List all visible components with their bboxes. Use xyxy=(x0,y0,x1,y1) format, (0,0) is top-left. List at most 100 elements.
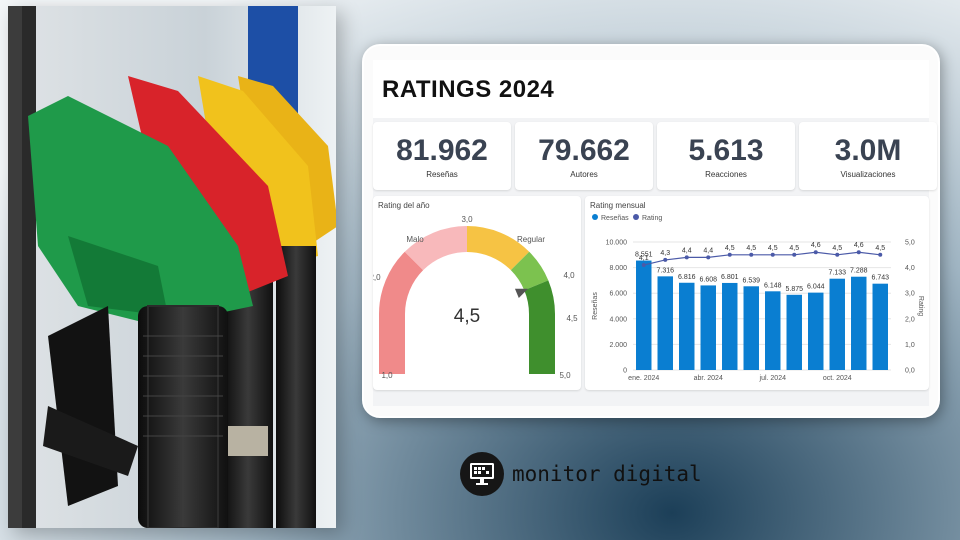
gauge-band-45-5 xyxy=(524,280,555,314)
bar xyxy=(851,276,867,370)
gauge-tick-label: 4,5 xyxy=(566,314,578,323)
kpi-value: 3.0M xyxy=(834,134,902,167)
y-tick-label: 10.000 xyxy=(606,240,628,247)
kpi-label: Reseñas xyxy=(426,170,458,179)
kpi-card-resenas: 81.962 Reseñas xyxy=(373,122,511,190)
rating-point xyxy=(663,257,668,262)
bar xyxy=(743,286,759,370)
bar xyxy=(657,276,673,370)
legend-marker-resenas xyxy=(592,214,598,220)
bar-data-label: 8.551 xyxy=(635,252,653,259)
gauge-panel: Rating del año 4,5 1,0 2,0 3,0 4,0 4,5 5,0 Malo… xyxy=(373,196,581,390)
rating-data-label: 4,1 xyxy=(639,255,649,262)
bar xyxy=(722,282,738,370)
kpi-card-reacciones: 5.613 Reacciones xyxy=(657,122,795,190)
kpi-card-visualizaciones: 3.0M Visualizaciones xyxy=(799,122,937,190)
kpi-label: Visualizaciones xyxy=(840,170,896,179)
kpi-label: Autores xyxy=(570,170,598,179)
y2-tick-label: 2,0 xyxy=(905,316,915,323)
gauge-band-label: Regular xyxy=(517,235,545,244)
bar xyxy=(786,294,802,370)
brand-name: monitor digital xyxy=(512,462,702,486)
rating-point xyxy=(835,252,840,257)
gauge-tick-label: 4,0 xyxy=(563,271,575,280)
gauge-value: 4,5 xyxy=(454,306,480,327)
legend-label: Rating xyxy=(642,215,662,222)
rating-point xyxy=(856,250,861,255)
dashboard-title: RATINGS 2024 xyxy=(382,76,555,103)
rating-point xyxy=(770,252,775,257)
rating-data-label: 4,4 xyxy=(703,247,713,254)
monthly-rating-chart: Reseñas Rating 0 2.000 4.000 6.000 8.000 10.000… xyxy=(592,214,924,382)
y2-tick-label: 5,0 xyxy=(905,240,915,247)
rating-data-label: 4,5 xyxy=(875,245,885,252)
rating-data-label: 4,5 xyxy=(768,245,778,252)
bar-data-label: 5.875 xyxy=(785,286,803,293)
rating-data-label: 4,5 xyxy=(832,245,842,252)
bar-data-label: 6.743 xyxy=(871,275,889,282)
kpi-value: 81.962 xyxy=(396,134,488,167)
y2-tick-label: 4,0 xyxy=(905,265,915,272)
rating-line xyxy=(643,251,881,266)
bar-data-label: 7.288 xyxy=(850,268,868,275)
bar xyxy=(636,260,652,370)
gauge-band-1-2 xyxy=(379,251,424,314)
rating-data-label: 4,3 xyxy=(660,250,670,257)
bar-data-label: 6.539 xyxy=(742,277,760,284)
bar-data-label: 6.148 xyxy=(764,282,782,289)
gauge-tick-label: 1,0 xyxy=(381,371,393,380)
rating-data-label: 4,5 xyxy=(725,245,735,252)
kpi-value: 5.613 xyxy=(688,134,764,167)
bar-data-label: 6.608 xyxy=(699,276,717,283)
bar-data-label: 6.816 xyxy=(678,274,696,281)
rating-data-label: 4,5 xyxy=(789,245,799,252)
x-tick-label: oct. 2024 xyxy=(823,375,852,382)
gauge-band-high-extension xyxy=(529,314,555,374)
bar xyxy=(700,285,716,370)
bar-data-label: 7.133 xyxy=(828,270,846,277)
rating-data-label: 4,6 xyxy=(811,242,821,249)
monthly-rating-panel: Rating mensual Reseñas Rating 0 2.000 4.000 6… xyxy=(585,196,929,390)
rating-point xyxy=(878,252,883,257)
gauge-band-label: Malo xyxy=(406,235,424,244)
kpi-value: 79.662 xyxy=(538,134,630,167)
gauge-pointer xyxy=(514,288,528,298)
x-tick-label: ene. 2024 xyxy=(628,375,659,382)
y-tick-label: 2.000 xyxy=(609,342,627,349)
gauge-title: Rating del año xyxy=(378,201,430,210)
rating-point xyxy=(749,252,754,257)
gauge-tick-label: 5,0 xyxy=(559,371,571,380)
y-tick-label: 4.000 xyxy=(609,316,627,323)
gauge-band-low-extension xyxy=(379,314,405,374)
gauge-band-2-3 xyxy=(404,226,467,271)
rating-point xyxy=(641,263,646,268)
rating-point xyxy=(813,250,818,255)
bar-data-label: 7.316 xyxy=(656,267,674,274)
bar-data-label: 6.044 xyxy=(807,284,825,291)
gauge-chart: 4,5 1,0 2,0 3,0 4,0 4,5 5,0 Malo Regular xyxy=(373,215,578,380)
kpi-card-autores: 79.662 Autores xyxy=(515,122,653,190)
rating-point xyxy=(727,252,732,257)
legend-label: Reseñas xyxy=(601,215,629,222)
rating-point xyxy=(706,255,711,260)
x-tick-label: jul. 2024 xyxy=(759,375,787,382)
legend-marker-rating xyxy=(633,214,639,220)
bar xyxy=(872,283,888,370)
chart-title: Rating mensual xyxy=(590,201,646,210)
gauge-tick-label: 3,0 xyxy=(461,215,473,224)
rating-data-label: 4,5 xyxy=(746,245,756,252)
y-tick-label: 0 xyxy=(623,368,627,375)
gauge-band-3-4 xyxy=(467,226,530,271)
bar-data-label: 6.801 xyxy=(721,274,739,281)
fuel-pump-photo xyxy=(8,6,336,528)
bar xyxy=(829,278,845,370)
monitor-icon xyxy=(460,452,504,496)
y-tick-label: 6.000 xyxy=(609,291,627,298)
y2-tick-label: 3,0 xyxy=(905,291,915,298)
y2-tick-label: 1,0 xyxy=(905,342,915,349)
dashboard-card: RATINGS 2024 81.962 Reseñas 79.662 Autor… xyxy=(362,44,940,418)
gauge-band-4-45 xyxy=(510,251,549,291)
rating-data-label: 4,4 xyxy=(682,247,692,254)
kpi-label: Reacciones xyxy=(705,170,747,179)
y2-axis-title: Rating xyxy=(917,296,924,316)
